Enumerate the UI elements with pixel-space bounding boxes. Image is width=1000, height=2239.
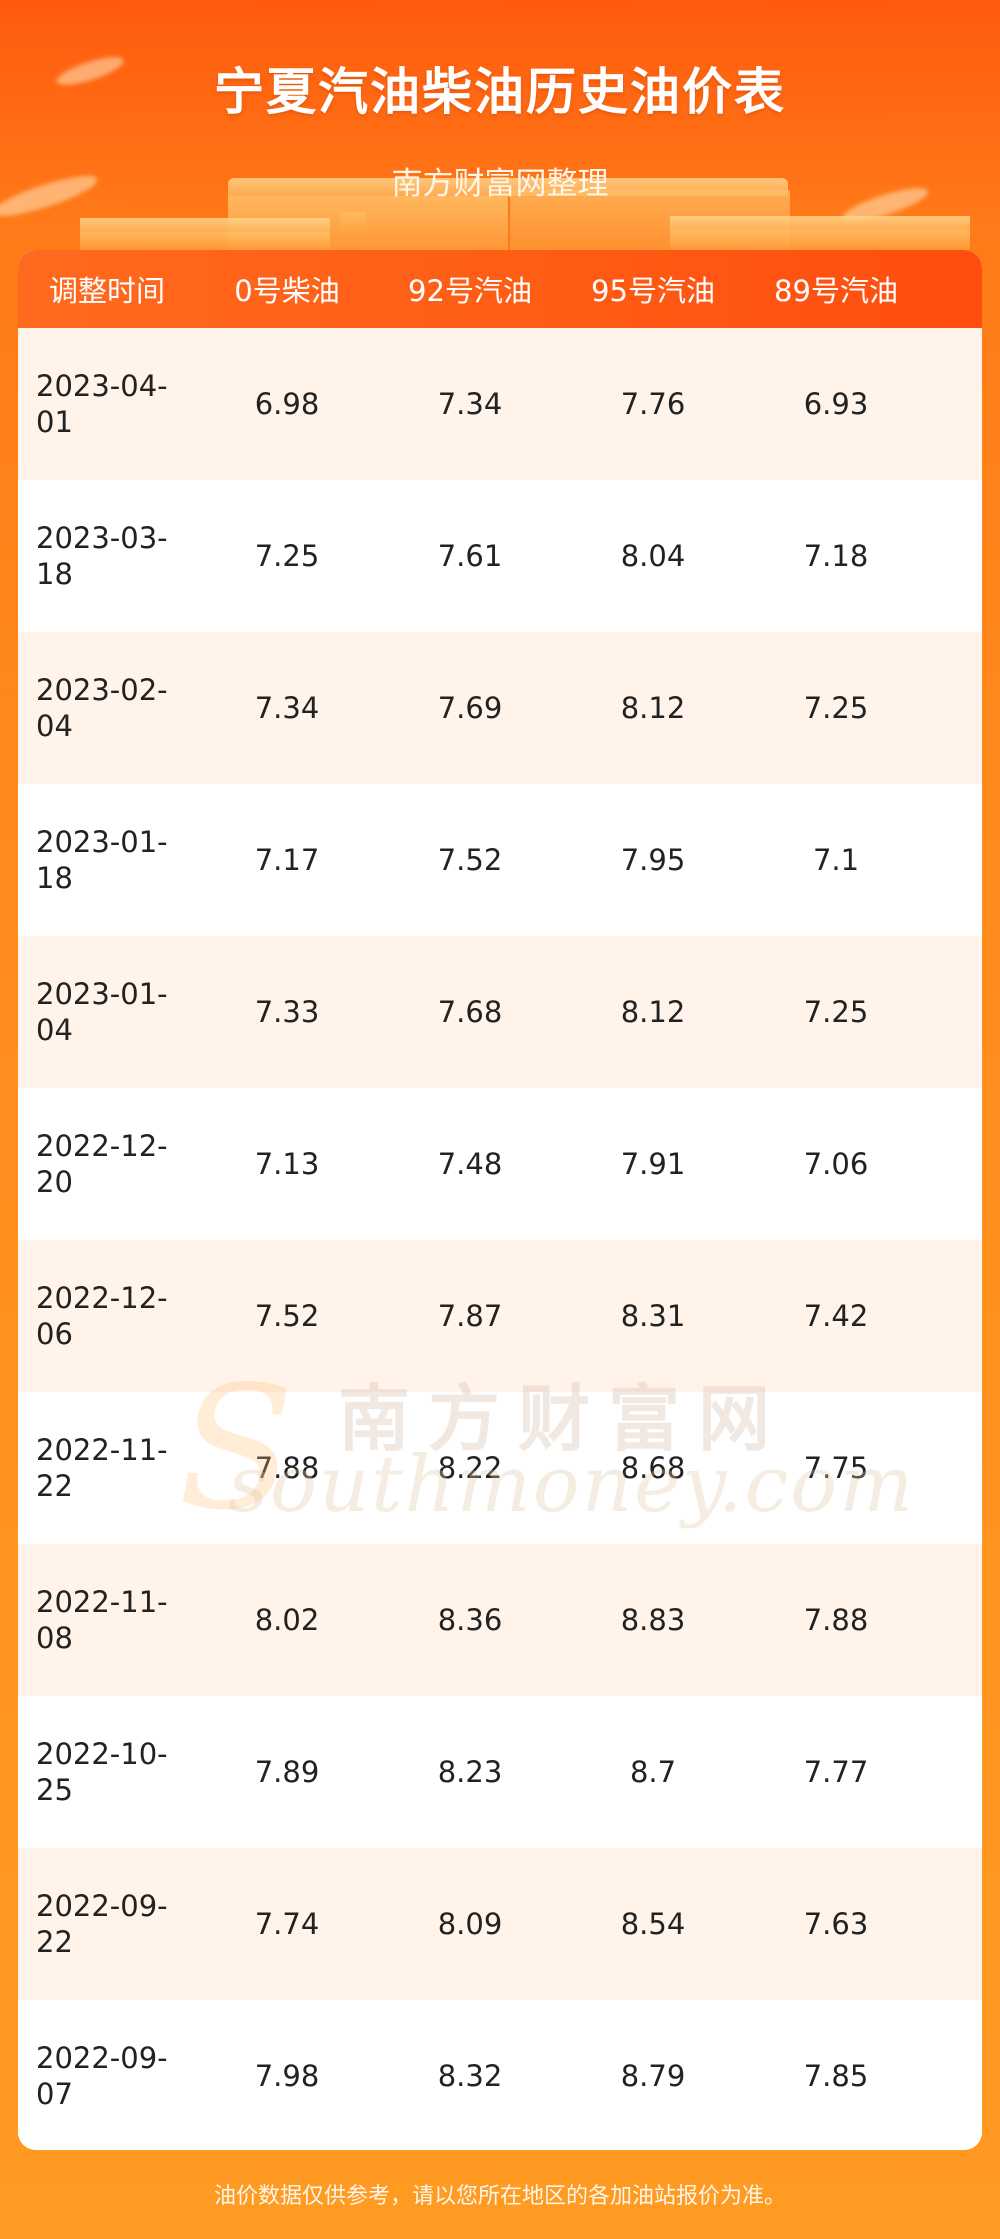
cell-gasoline-92: 7.48 bbox=[437, 1147, 503, 1181]
table-row: 2023-04-01 6.98 7.34 7.76 6.93 bbox=[18, 328, 982, 480]
cell-gasoline-89: 7.25 bbox=[803, 995, 869, 1029]
cell-gasoline-92: 8.22 bbox=[437, 1451, 503, 1485]
cell-diesel-0: 7.34 bbox=[254, 691, 320, 725]
cell-date: 2023-04-01 bbox=[36, 369, 168, 439]
cell-gasoline-92: 7.34 bbox=[437, 387, 503, 421]
table-row: 2022-12-06 7.52 7.87 8.31 7.42 bbox=[18, 1240, 982, 1392]
cell-date: 2022-09-22 bbox=[36, 1889, 168, 1959]
cell-gasoline-95: 8.31 bbox=[620, 1299, 686, 1333]
cell-diesel-0: 8.02 bbox=[254, 1603, 320, 1637]
cell-gasoline-95: 8.83 bbox=[620, 1603, 686, 1637]
decorative-block bbox=[670, 216, 970, 230]
table-row: 2023-01-18 7.17 7.52 7.95 7.1 bbox=[18, 784, 982, 936]
cell-gasoline-89: 7.1 bbox=[812, 843, 860, 877]
cell-date: 2023-01-18 bbox=[36, 825, 168, 895]
cell-diesel-0: 7.17 bbox=[254, 843, 320, 877]
cell-gasoline-92: 7.52 bbox=[437, 843, 503, 877]
cell-gasoline-95: 8.12 bbox=[620, 691, 686, 725]
cell-gasoline-92: 7.61 bbox=[437, 539, 503, 573]
cell-gasoline-92: 8.09 bbox=[437, 1907, 503, 1941]
cell-gasoline-95: 8.04 bbox=[620, 539, 686, 573]
cell-date: 2022-10-25 bbox=[36, 1737, 168, 1807]
price-table-card: 调整时间 0号柴油 92号汽油 95号汽油 89号汽油 2023-04-01 6… bbox=[18, 250, 982, 2150]
table-row: 2022-09-22 7.74 8.09 8.54 7.63 bbox=[18, 1848, 982, 2000]
cell-gasoline-89: 7.85 bbox=[803, 2059, 869, 2093]
cell-diesel-0: 7.25 bbox=[254, 539, 320, 573]
column-header-gasoline-95: 95号汽油 bbox=[591, 274, 715, 308]
column-header-date: 调整时间 bbox=[48, 274, 165, 308]
cell-gasoline-89: 7.42 bbox=[803, 1299, 869, 1333]
decorative-block bbox=[670, 230, 970, 250]
cell-date: 2022-09-07 bbox=[36, 2041, 168, 2111]
decorative-block bbox=[340, 212, 366, 236]
cell-gasoline-89: 7.88 bbox=[803, 1603, 869, 1637]
table-row: 2022-11-22 7.88 8.22 8.68 7.75 bbox=[18, 1392, 982, 1544]
cell-date: 2023-01-04 bbox=[36, 977, 168, 1047]
cell-gasoline-89: 7.75 bbox=[803, 1451, 869, 1485]
cell-gasoline-89: 6.93 bbox=[803, 387, 869, 421]
cell-gasoline-95: 8.54 bbox=[620, 1907, 686, 1941]
cell-diesel-0: 7.98 bbox=[254, 2059, 320, 2093]
cell-gasoline-92: 8.32 bbox=[437, 2059, 503, 2093]
cell-gasoline-95: 8.68 bbox=[620, 1451, 686, 1485]
table-row: 2023-02-04 7.34 7.69 8.12 7.25 bbox=[18, 632, 982, 784]
cell-diesel-0: 7.89 bbox=[254, 1755, 320, 1789]
decorative-block bbox=[80, 232, 330, 250]
cell-gasoline-95: 8.79 bbox=[620, 2059, 686, 2093]
table-row: 2022-11-08 8.02 8.36 8.83 7.88 bbox=[18, 1544, 982, 1696]
cell-diesel-0: 6.98 bbox=[254, 387, 320, 421]
cell-gasoline-89: 7.63 bbox=[803, 1907, 869, 1941]
cell-diesel-0: 7.52 bbox=[254, 1299, 320, 1333]
table-row: 2022-12-20 7.13 7.48 7.91 7.06 bbox=[18, 1088, 982, 1240]
cell-gasoline-95: 7.95 bbox=[620, 843, 686, 877]
column-header-gasoline-89: 89号汽油 bbox=[774, 274, 898, 308]
cell-gasoline-92: 8.23 bbox=[437, 1755, 503, 1789]
cell-gasoline-89: 7.77 bbox=[803, 1755, 869, 1789]
cell-gasoline-95: 7.91 bbox=[620, 1147, 686, 1181]
cell-diesel-0: 7.74 bbox=[254, 1907, 320, 1941]
cell-gasoline-95: 8.12 bbox=[620, 995, 686, 1029]
cell-gasoline-89: 7.18 bbox=[803, 539, 869, 573]
cell-date: 2022-12-06 bbox=[36, 1281, 168, 1351]
cell-diesel-0: 7.13 bbox=[254, 1147, 320, 1181]
table-row: 2022-09-07 7.98 8.32 8.79 7.85 bbox=[18, 2000, 982, 2150]
cell-diesel-0: 7.88 bbox=[254, 1451, 320, 1485]
column-header-gasoline-92: 92号汽油 bbox=[408, 274, 532, 308]
cell-date: 2023-03-18 bbox=[36, 521, 168, 591]
cell-date: 2022-11-08 bbox=[36, 1585, 168, 1655]
page-title: 宁夏汽油柴油历史油价表 bbox=[214, 63, 786, 121]
table-row: 2023-01-04 7.33 7.68 8.12 7.25 bbox=[18, 936, 982, 1088]
footer-disclaimer: 油价数据仅供参考，请以您所在地区的各加油站报价为准。 bbox=[213, 2184, 786, 2209]
cell-gasoline-92: 7.68 bbox=[437, 995, 503, 1029]
cell-gasoline-89: 7.06 bbox=[803, 1147, 869, 1181]
cell-gasoline-89: 7.25 bbox=[803, 691, 869, 725]
cell-gasoline-92: 7.69 bbox=[437, 691, 503, 725]
cell-gasoline-95: 8.7 bbox=[629, 1755, 677, 1789]
cell-date: 2023-02-04 bbox=[36, 673, 168, 743]
table-row: 2022-10-25 7.89 8.23 8.7 7.77 bbox=[18, 1696, 982, 1848]
table-row: 2023-03-18 7.25 7.61 8.04 7.18 bbox=[18, 480, 982, 632]
table-body: 2023-04-01 6.98 7.34 7.76 6.93 2023-03-1… bbox=[18, 328, 982, 2150]
cell-gasoline-92: 7.87 bbox=[437, 1299, 503, 1333]
page-subtitle: 南方财富网整理 bbox=[391, 166, 609, 202]
cell-date: 2022-12-20 bbox=[36, 1129, 168, 1199]
column-header-diesel-0: 0号柴油 bbox=[234, 274, 340, 308]
cell-gasoline-95: 7.76 bbox=[620, 387, 686, 421]
table-header: 调整时间 0号柴油 92号汽油 95号汽油 89号汽油 bbox=[18, 250, 982, 328]
cell-gasoline-92: 8.36 bbox=[437, 1603, 503, 1637]
decorative-block bbox=[80, 218, 330, 232]
cell-date: 2022-11-22 bbox=[36, 1433, 168, 1503]
header-banner: 宁夏汽油柴油历史油价表 南方财富网整理 bbox=[0, 0, 1000, 250]
cell-diesel-0: 7.33 bbox=[254, 995, 320, 1029]
